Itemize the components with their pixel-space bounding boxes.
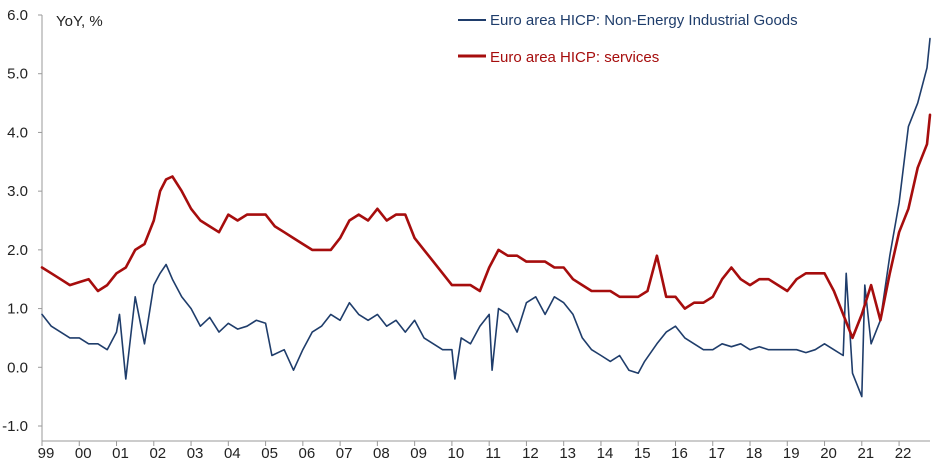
y-tick-label: 3.0: [7, 183, 28, 200]
x-tick-label: 15: [634, 445, 651, 462]
x-tick-label: 00: [75, 445, 92, 462]
x-tick-label: 99: [38, 445, 55, 462]
x-tick-label: 10: [448, 445, 465, 462]
x-tick-label: 01: [112, 445, 129, 462]
y-tick-label: 6.0: [7, 7, 28, 24]
y-tick-label: 0.0: [7, 359, 28, 376]
series-lines: [40, 37, 932, 398]
x-tick-label: 06: [299, 445, 316, 462]
y-tick-label: 5.0: [7, 66, 28, 83]
x-tick-label: 20: [820, 445, 837, 462]
x-tick-label: 22: [895, 445, 912, 462]
y-tick-label: -1.0: [2, 418, 28, 435]
x-tick-label: 16: [671, 445, 688, 462]
x-tick-label: 07: [336, 445, 353, 462]
legend-label-services: Euro area HICP: services: [490, 49, 659, 66]
x-tick-label: 08: [373, 445, 390, 462]
y-tick-label: 2.0: [7, 242, 28, 259]
x-tick-label: 14: [597, 445, 614, 462]
x-tick-label: 18: [746, 445, 763, 462]
x-tick-label: 11: [485, 445, 501, 462]
y-axis: 6.0 5.0 4.0 3.0 2.0 1.0 0.0 -1.0: [2, 7, 42, 435]
legend: Euro area HICP: Non-Energy Industrial Go…: [458, 12, 798, 66]
x-tick-label: 19: [783, 445, 800, 462]
x-tick-label: 17: [708, 445, 725, 462]
series-line-services: [40, 113, 932, 340]
chart-axes: [41, 15, 930, 442]
y-tick-label: 4.0: [7, 124, 28, 141]
y-axis-unit-label: YoY, %: [56, 13, 103, 30]
x-tick-label: 13: [559, 445, 576, 462]
x-tick-label: 21: [857, 445, 874, 462]
x-tick-label: 02: [149, 445, 166, 462]
x-axis: 99 00 01 02 03 04 05 06 07 08 09 10 11 12 13 14 15 16 17 18…: [38, 441, 912, 462]
x-tick-label: 12: [522, 445, 539, 462]
x-tick-label: 03: [187, 445, 204, 462]
y-tick-label: 1.0: [7, 301, 28, 318]
x-tick-label: 09: [410, 445, 427, 462]
series-line-non-energy-industrial-goods: [41, 37, 931, 398]
x-tick-label: 04: [224, 445, 241, 462]
legend-label-non-energy-industrial-goods: Euro area HICP: Non-Energy Industrial Go…: [490, 12, 798, 29]
x-tick-label: 05: [261, 445, 278, 462]
